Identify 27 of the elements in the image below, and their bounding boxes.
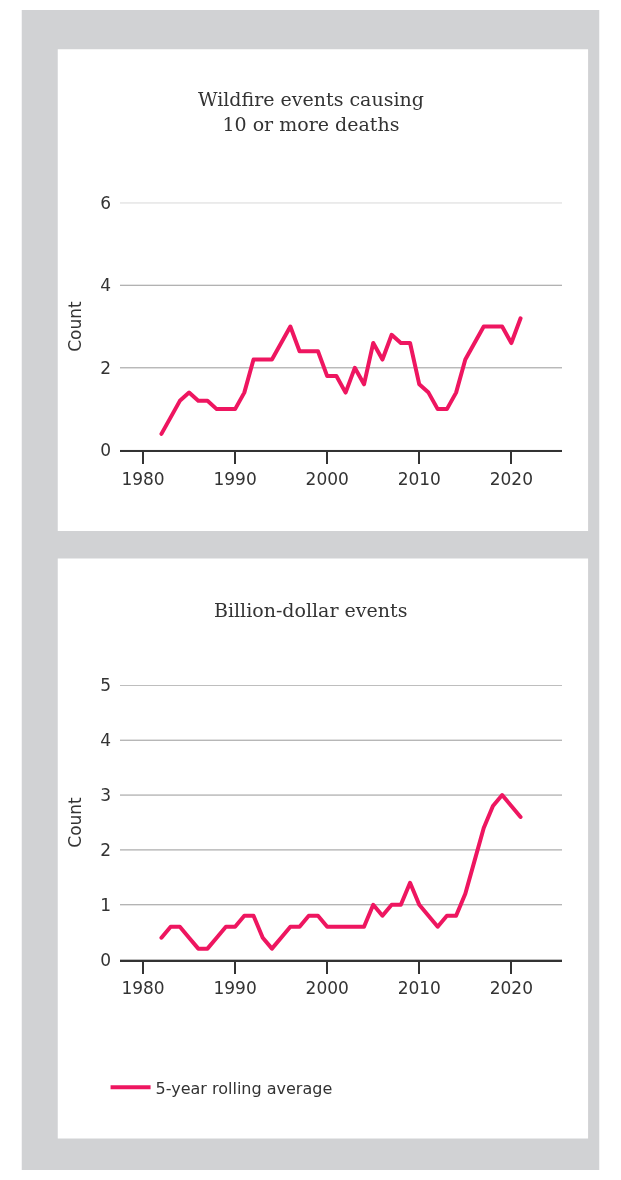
x-tick-label: 2020 <box>489 978 533 999</box>
y-tick-label: 3 <box>100 785 111 806</box>
chart-title: Billion-dollar events <box>214 599 408 621</box>
x-tick-label: 2020 <box>489 468 533 489</box>
x-tick-label: 2000 <box>305 978 349 999</box>
y-axis-title: Count <box>64 796 85 848</box>
x-tick-label: 1980 <box>121 978 165 999</box>
x-tick-label: 1990 <box>213 978 257 999</box>
y-tick-label: 0 <box>100 440 111 461</box>
y-axis-title: Count <box>64 300 85 352</box>
line-series <box>159 793 523 951</box>
y-tick-label: 2 <box>100 839 111 860</box>
x-tick-label: 1990 <box>213 468 257 489</box>
y-tick-label: 5 <box>100 675 111 696</box>
x-tick-label: 1980 <box>121 468 165 489</box>
x-tick-label: 2010 <box>397 468 441 489</box>
line-series <box>159 316 523 436</box>
y-tick-label: 1 <box>100 894 111 915</box>
y-tick-label: 0 <box>100 949 111 970</box>
y-tick-label: 4 <box>100 275 111 296</box>
y-tick-label: 4 <box>100 730 111 751</box>
chart-title: Wildfire events causing 10 or more deaths <box>198 88 424 135</box>
y-tick-label: 6 <box>100 192 111 213</box>
legend-label: 5-year rolling average <box>155 1078 333 1098</box>
y-tick-label: 2 <box>100 357 111 378</box>
x-tick-label: 2000 <box>305 468 349 489</box>
x-tick-label: 2010 <box>397 978 441 999</box>
